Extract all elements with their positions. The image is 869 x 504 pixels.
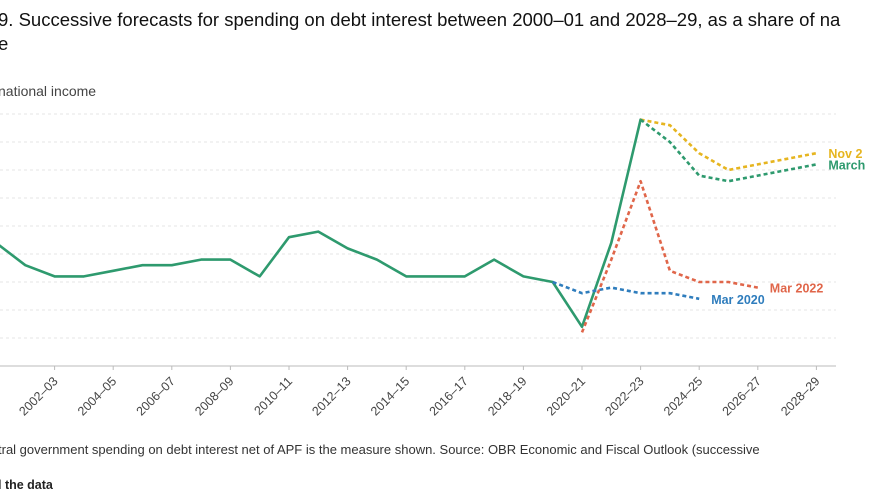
x-tick-label: 2020–21	[544, 374, 588, 418]
x-axis-tick-labels: 2002–03 2004–05 2006–07 2008–09 2010–11 2012–…	[0, 366, 823, 419]
x-tick-label: 2008–09	[192, 374, 236, 418]
chart-title-line-2: e	[0, 33, 9, 54]
series-label: Mar 2022	[770, 282, 824, 296]
series-line-mar-2020	[552, 280, 700, 301]
source-note: tral government spending on debt interes…	[0, 442, 760, 457]
chart-title: 9. Successive forecasts for spending on …	[0, 8, 869, 56]
x-tick-label: 2000–01	[0, 374, 2, 418]
x-tick-label: 2010–11	[251, 374, 295, 418]
series-label: March	[828, 158, 865, 172]
x-tick-label: 2012–13	[309, 374, 353, 418]
gridlines	[0, 113, 836, 367]
series-line-march	[639, 118, 817, 183]
x-tick-label: 2006–07	[134, 374, 178, 418]
x-tick-label: 2004–05	[75, 374, 119, 418]
series-label: Nov 2	[828, 147, 862, 161]
series-label: Mar 2020	[711, 293, 765, 307]
x-tick-label: 2022–23	[602, 374, 646, 418]
x-tick-label: 2024–25	[661, 374, 705, 418]
x-tick-label: 2014–15	[368, 374, 412, 418]
series-line-outturn	[0, 118, 642, 329]
series-lines	[0, 118, 817, 333]
series-line-mar-2022	[580, 179, 759, 333]
get-data-link[interactable]: l the data	[0, 478, 53, 492]
y-axis-label: national income	[0, 83, 97, 99]
x-tick-label: 2002–03	[16, 374, 60, 418]
chart-title-line-1: 9. Successive forecasts for spending on …	[0, 9, 841, 30]
x-tick-label: 2016–17	[427, 374, 471, 418]
x-tick-label: 2026–27	[720, 374, 764, 418]
series-line-nov-2	[640, 118, 817, 172]
x-tick-label: 2028–29	[778, 374, 822, 418]
x-tick-label: 2018–19	[485, 374, 529, 418]
